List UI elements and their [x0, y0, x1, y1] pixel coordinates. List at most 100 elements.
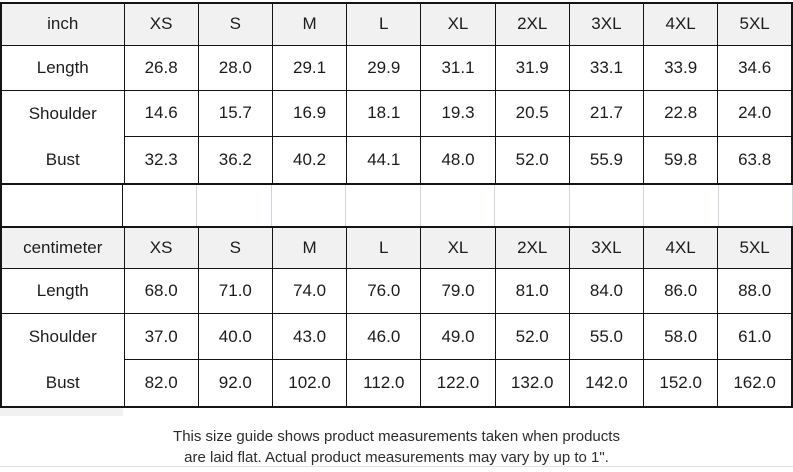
- size-header-cell: L: [346, 226, 422, 269]
- table-gap-band: [0, 184, 793, 226]
- centimeter-shoulder-row: Shoulder Bust 37.0 40.0 43.0 46.0 49.0 5…: [0, 312, 793, 408]
- inch-length-row: Length 26.8 28.0 29.1 29.9 31.1 31.9 33.…: [0, 44, 793, 91]
- measurement-value-cell: 33.1: [568, 44, 645, 91]
- measurement-value-cell: 19.3: [420, 89, 496, 137]
- first-column-tail: [0, 408, 123, 416]
- size-header-cell: 4XL: [643, 2, 719, 46]
- gap-column-line: [197, 184, 272, 226]
- measurement-value-cell: 21.7: [568, 89, 645, 137]
- measurement-value-cell: 14.6: [123, 89, 199, 137]
- size-header-cell: 3XL: [568, 2, 645, 46]
- measurement-value-cell: 152.0: [643, 359, 719, 408]
- gap-column-line: [644, 184, 719, 226]
- measurement-value-cell: 61.0: [717, 312, 793, 361]
- measurement-value-cell: 36.2: [197, 135, 273, 185]
- size-header-cell: L: [346, 2, 422, 46]
- size-header-cell: M: [271, 226, 348, 269]
- bottom-divider: [0, 466, 793, 467]
- measurement-value-cell: 55.9: [568, 135, 645, 185]
- measurement-value-cell: 82.0: [123, 359, 199, 408]
- disclaimer-line-2: are laid flat. Actual product measuremen…: [184, 449, 609, 466]
- gap-column-line: [495, 184, 570, 226]
- measurement-value-cell: 40.0: [197, 312, 273, 361]
- unit-label-cell: inch: [0, 2, 125, 46]
- inch-header-row: inch XS S M L XL 2XL 3XL 4XL 5XL: [0, 2, 793, 46]
- measurement-value-cell: 162.0: [717, 359, 793, 408]
- row-label-shoulder: Shoulder: [28, 327, 97, 346]
- measurement-value-cell: 132.0: [494, 359, 570, 408]
- measurement-value-cell: 31.1: [420, 44, 496, 91]
- size-header-cell: M: [271, 2, 348, 46]
- measurement-value-cell: 52.0: [494, 312, 570, 361]
- measurement-value-cell: 46.0: [346, 312, 422, 361]
- row-label-bust: Bust: [45, 149, 80, 169]
- measurement-value-cell: 18.1: [346, 89, 422, 137]
- size-header-cell: XS: [123, 2, 199, 46]
- measurement-value-cell: 86.0: [643, 268, 719, 314]
- disclaimer-line-1: This size guide shows product measuremen…: [173, 428, 620, 445]
- measurement-value-cell: 16.9: [271, 89, 348, 137]
- measurement-value-cell: 31.9: [494, 44, 570, 91]
- measurement-value-cell: 22.8: [643, 89, 719, 137]
- size-header-cell: S: [197, 2, 273, 46]
- measurement-value-cell: 71.0: [197, 268, 273, 314]
- measurement-value-cell: 122.0: [420, 359, 496, 408]
- centimeter-bust-row: 82.0 92.0 102.0 112.0 122.0 132.0 142.0 …: [1, 359, 793, 408]
- measurement-value-cell: 63.8: [717, 135, 793, 185]
- measurement-value-cell: 84.0: [568, 268, 645, 314]
- measurement-value-cell: 58.0: [643, 312, 719, 361]
- measurement-value-cell: 59.8: [643, 135, 719, 185]
- measurement-value-cell: 24.0: [717, 89, 793, 137]
- size-guide-disclaimer: This size guide shows product measuremen…: [0, 426, 793, 468]
- measurement-value-cell: 32.3: [123, 135, 199, 185]
- row-label-cell: Length: [0, 44, 125, 91]
- measurement-value-cell: 88.0: [717, 268, 793, 314]
- inch-size-table: inch XS S M L XL 2XL 3XL 4XL 5XL Length …: [0, 2, 793, 185]
- gap-column-line: [346, 184, 421, 226]
- size-header-cell: 5XL: [717, 2, 793, 46]
- measurement-value-cell: 48.0: [420, 135, 496, 185]
- centimeter-size-table: centimeter XS S M L XL 2XL 3XL 4XL 5XL L…: [0, 225, 793, 408]
- row-label-shoulder: Shoulder: [28, 103, 97, 123]
- centimeter-header-row: centimeter XS S M L XL 2XL 3XL 4XL 5XL: [0, 226, 793, 269]
- measurement-value-cell: 26.8: [123, 44, 199, 91]
- gap-column-line: [421, 184, 496, 226]
- size-header-cell: S: [197, 226, 273, 269]
- measurement-value-cell: 29.9: [346, 44, 422, 91]
- gap-column-line: [272, 184, 347, 226]
- size-header-cell: XL: [420, 2, 496, 46]
- shoulder-bust-label-cell: Shoulder Bust: [0, 89, 125, 184]
- unit-label-cell: centimeter: [0, 226, 125, 269]
- measurement-value-cell: 37.0: [123, 312, 199, 361]
- measurement-value-cell: 102.0: [271, 359, 348, 408]
- measurement-value-cell: 43.0: [271, 312, 348, 361]
- inch-bust-row: 32.3 36.2 40.2 44.1 48.0 52.0 55.9 59.8 …: [1, 135, 793, 185]
- measurement-value-cell: 74.0: [271, 268, 348, 314]
- size-header-cell: 5XL: [717, 226, 793, 269]
- measurement-value-cell: 112.0: [346, 359, 422, 408]
- centimeter-length-row: Length 68.0 71.0 74.0 76.0 79.0 81.0 84.…: [0, 268, 793, 314]
- gap-column-line: [2, 184, 123, 226]
- measurement-value-cell: 55.0: [568, 312, 645, 361]
- gap-column-line: [719, 184, 793, 226]
- size-header-cell: 2XL: [494, 2, 570, 46]
- gap-column-line: [570, 184, 645, 226]
- measurement-value-cell: 44.1: [346, 135, 422, 185]
- measurement-value-cell: 142.0: [568, 359, 645, 408]
- measurement-value-cell: 29.1: [271, 44, 348, 91]
- measurement-value-cell: 49.0: [420, 312, 496, 361]
- row-label-cell: Length: [0, 268, 125, 314]
- measurement-value-cell: 28.0: [197, 44, 273, 91]
- size-header-cell: 2XL: [494, 226, 570, 269]
- shoulder-bust-label-cell: Shoulder Bust: [0, 313, 125, 408]
- size-header-cell: 3XL: [568, 226, 645, 269]
- measurement-value-cell: 20.5: [494, 89, 570, 137]
- row-label-bust: Bust: [45, 373, 80, 392]
- size-header-cell: XL: [420, 226, 496, 269]
- size-header-cell: 4XL: [643, 226, 719, 269]
- size-header-cell: XS: [123, 226, 199, 269]
- measurement-value-cell: 40.2: [271, 135, 348, 185]
- measurement-value-cell: 92.0: [197, 359, 273, 408]
- measurement-value-cell: 33.9: [643, 44, 719, 91]
